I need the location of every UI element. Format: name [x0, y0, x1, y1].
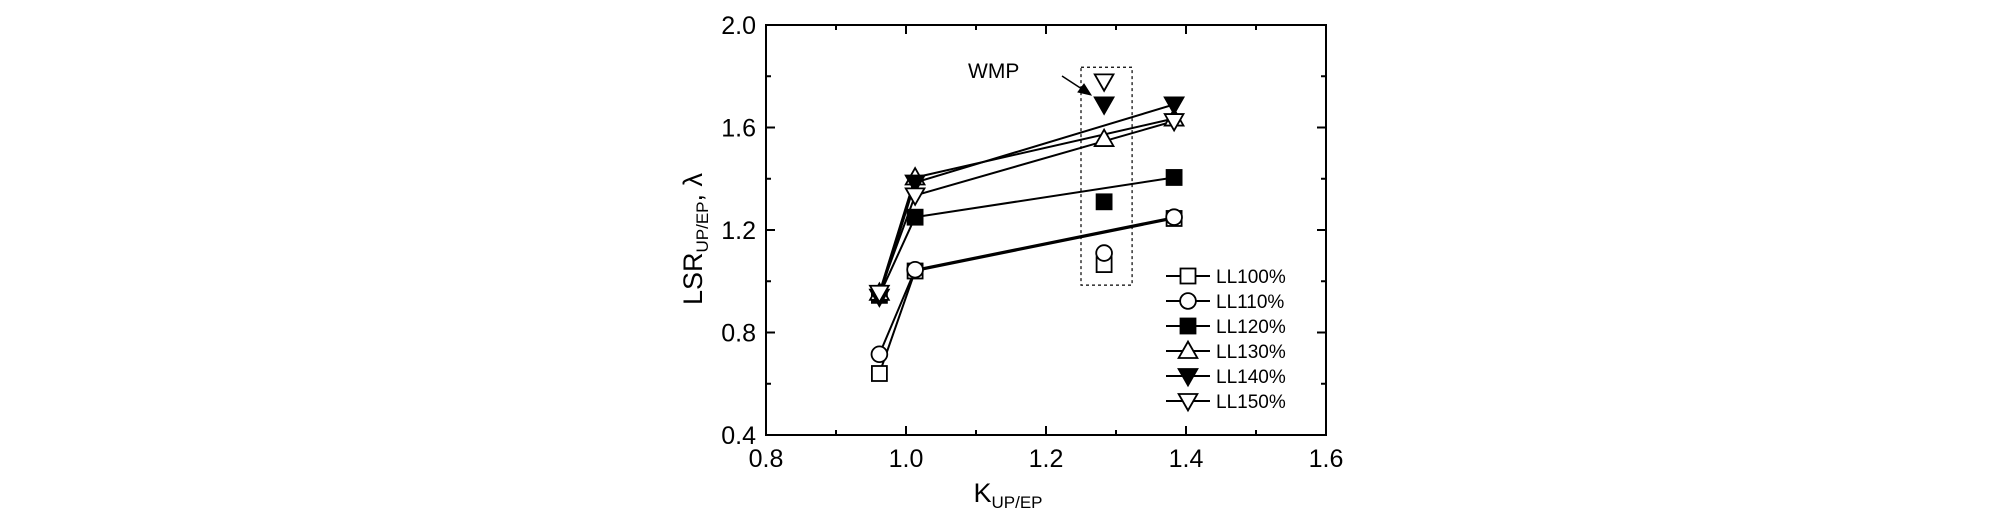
legend-marker: [1177, 368, 1199, 388]
y-tick-label: 1.6: [721, 115, 756, 143]
legend-label: LL140%: [1216, 367, 1286, 388]
data-point: [871, 365, 888, 382]
outlier-point: [1093, 73, 1116, 93]
wmp-label: WMP: [968, 60, 1019, 83]
data-point: [870, 345, 889, 364]
series-lines: [878, 103, 1175, 374]
legend-label: LL130%: [1216, 342, 1286, 363]
series-line: [878, 176, 1175, 296]
data-point: [868, 284, 891, 304]
x-tick-label: 1.6: [1309, 445, 1344, 473]
outlier-point: [1095, 244, 1113, 262]
x-tick-label: 1.2: [1029, 445, 1064, 473]
data-point: [1163, 113, 1186, 133]
y-tick-label: 1.2: [721, 217, 756, 245]
annotation-group: WMP: [968, 60, 1133, 286]
legend-marker: [1179, 292, 1197, 310]
x-axis-title-main: K: [973, 478, 991, 508]
series-markers: [868, 73, 1186, 382]
x-axis-title-sub: UP/EP: [991, 493, 1042, 512]
legend: LL100% LL110% LL120% LL130% LL140% LL150%: [1166, 267, 1286, 413]
y-axis-title-sub: UP/EP: [693, 201, 712, 252]
y-axis-title: LSRUP/EP, λ: [678, 172, 712, 305]
legend-label: LL100%: [1216, 267, 1286, 288]
wmp-arrow-head: [1077, 83, 1093, 96]
y-axis-title-suffix: , λ: [678, 172, 708, 201]
data-point: [1165, 208, 1183, 226]
data-point: [906, 260, 924, 279]
x-tick-label: 1.4: [1169, 445, 1204, 473]
outlier-point: [1095, 193, 1113, 211]
legend-marker: [1177, 339, 1199, 359]
x-tick-label: 0.8: [749, 445, 784, 473]
data-point: [904, 187, 927, 207]
data-point: [1163, 96, 1186, 116]
legend-marker: [1179, 317, 1197, 335]
legend-marker: [1179, 267, 1197, 285]
data-point: [1165, 169, 1183, 186]
legend-label: LL150%: [1216, 392, 1286, 413]
x-tick-label: 1.0: [889, 445, 924, 473]
y-tick-label: 0.4: [721, 422, 756, 450]
outlier-point: [1093, 127, 1116, 147]
y-tick-label: 2.0: [721, 12, 756, 40]
outlier-point: [1093, 96, 1116, 116]
legend-marker: [1177, 393, 1199, 413]
series-line: [878, 117, 1175, 294]
legend-label: LL110%: [1216, 292, 1284, 313]
series-line: [878, 216, 1175, 355]
x-axis-title: KUP/EP: [973, 478, 1042, 512]
wmp-dashed-box: [1080, 66, 1133, 286]
series-line: [878, 217, 1175, 374]
data-point: [904, 174, 927, 194]
y-tick-label: 0.8: [721, 320, 756, 348]
legend-label: LL120%: [1216, 317, 1286, 338]
axis-ticks: 0.8 1.0 1.2 1.4 1.60.40.81.21.62.0: [721, 12, 1343, 473]
y-axis-title-main: LSR: [678, 253, 708, 306]
data-point: [906, 208, 924, 226]
